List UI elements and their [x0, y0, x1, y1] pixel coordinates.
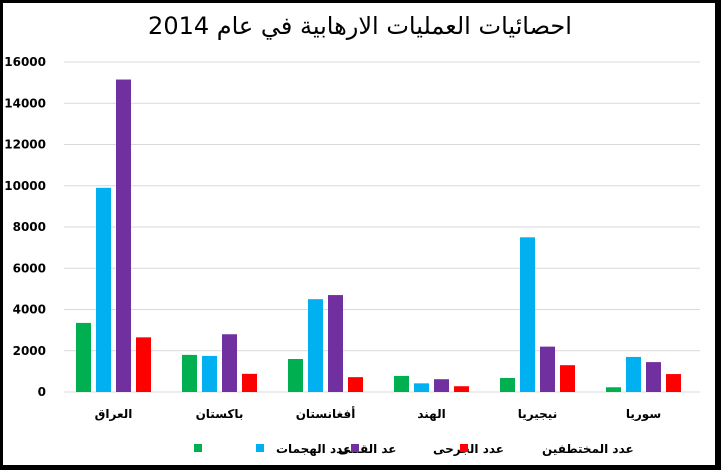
y-axis-ticks: 0 2000 4000 6000 8000 10000 12000 14000 16000 [4, 55, 46, 399]
y-tick-label: 12000 [4, 138, 46, 152]
y-tick-label: 6000 [13, 261, 46, 275]
category-label: سوريا [626, 407, 661, 422]
bar [606, 387, 621, 392]
bar [182, 354, 197, 392]
category-label: نيجيريا [518, 407, 557, 421]
legend-label: عدد الهجمات [276, 442, 351, 456]
gridlines [64, 61, 700, 393]
bar [560, 365, 575, 392]
bar [394, 375, 409, 392]
legend-swatch [256, 444, 264, 452]
legend-label: عد القتلى [338, 442, 397, 456]
bar [540, 346, 555, 392]
y-tick-label: 4000 [13, 303, 46, 317]
bar [434, 379, 449, 392]
y-tick-label: 16000 [4, 55, 46, 69]
bar [116, 79, 131, 392]
bar [666, 374, 681, 392]
y-tick-label: 8000 [13, 220, 46, 234]
bar [96, 187, 111, 392]
bar [414, 383, 429, 392]
bar [520, 237, 535, 392]
category-label: العراق [95, 407, 133, 421]
chart-title: احصائيات العمليات الارهابية في عام 2014 [148, 12, 572, 40]
bar [136, 337, 151, 392]
bar [202, 355, 217, 392]
y-tick-label: 10000 [4, 179, 46, 193]
legend-label: عدد الجرحى [433, 442, 504, 456]
bar [454, 386, 469, 392]
bar [500, 377, 515, 392]
category-label: باكستان [196, 407, 244, 421]
y-tick-label: 2000 [13, 344, 46, 358]
legend-swatch [460, 444, 468, 452]
legend-swatch [351, 444, 359, 452]
bar [348, 377, 363, 392]
bar [222, 334, 237, 392]
legend-label: عدد المختطفين [542, 442, 634, 456]
category-label: أفغانستان [296, 406, 356, 421]
bars [76, 79, 681, 392]
bar [308, 299, 323, 392]
bar [288, 359, 303, 392]
bar [646, 362, 661, 392]
legend-swatch [194, 444, 202, 452]
y-tick-label: 14000 [4, 96, 46, 110]
category-labels: العراق باكستان أفغانستان الهند نيجيريا سوريا [95, 406, 661, 422]
bar [328, 295, 343, 392]
y-tick-label: 0 [38, 385, 46, 399]
bar [242, 373, 257, 392]
bar [76, 322, 91, 392]
category-label: الهند [417, 407, 445, 421]
bar [626, 356, 641, 392]
